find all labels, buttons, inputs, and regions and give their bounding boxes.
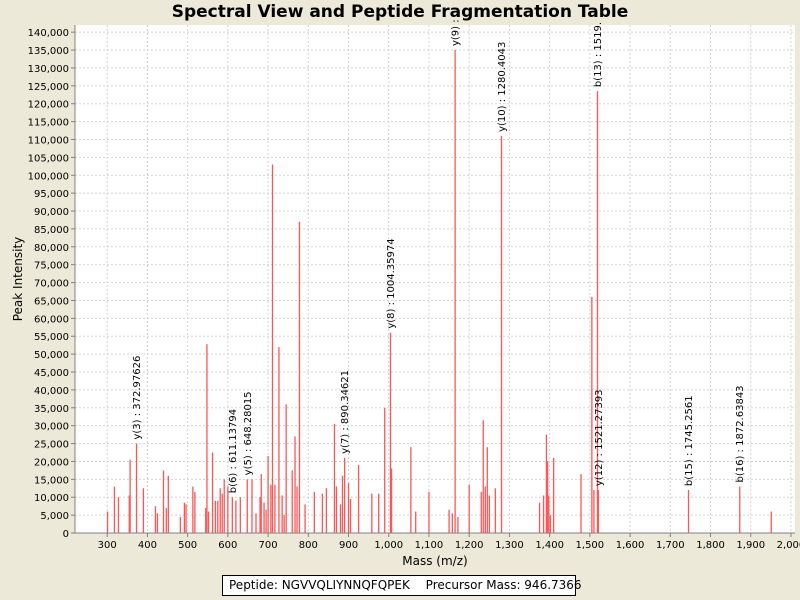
y-tick-label: 110,000 — [28, 135, 69, 146]
peak-series — [106, 50, 772, 533]
y-axis-ticks: 0 5,000 10,000 15,000 20,000 25,000 30,000 35,0… — [28, 28, 75, 540]
peak-annotation: y(5) : 648.28015 — [243, 391, 254, 475]
x-tick-label: 1,200 — [455, 540, 484, 551]
y-tick-label: 70,000 — [34, 279, 69, 290]
y-tick-label: 55,000 — [34, 332, 69, 343]
y-tick-label: 125,000 — [28, 82, 69, 93]
x-tick-label: 1,800 — [696, 540, 725, 551]
x-axis-ticks: 300 400 500 600 700 800 900 1,000 1,100 1,200 1,30… — [98, 533, 800, 551]
grid — [75, 25, 795, 534]
x-tick-label: 1,700 — [656, 540, 685, 551]
x-tick-label: 2,000 — [777, 540, 800, 551]
x-tick-label: 1,100 — [415, 540, 444, 551]
y-tick-label: 45,000 — [34, 368, 69, 379]
peak-annotation: b(15) : 1745.2561 — [684, 395, 695, 486]
y-tick-label: 30,000 — [34, 422, 69, 433]
peak-annotation: b(6) : 611.13794 — [228, 409, 239, 493]
x-tick-label: 700 — [259, 540, 278, 551]
x-tick-label: 300 — [98, 540, 117, 551]
peak-annotation: y(10) : 1280.4043 — [497, 42, 508, 132]
x-tick-label: 1,500 — [576, 540, 605, 551]
y-tick-label: 115,000 — [28, 118, 69, 129]
y-tick-label: 0 — [63, 529, 69, 540]
y-tick-label: 75,000 — [34, 261, 69, 272]
chart-title: Spectral View and Peptide Fragmentation … — [171, 2, 629, 22]
annotation-layer: y(3) : 372.97626 b(6) : 611.13794 y(5) : 6… — [132, 19, 746, 493]
peak-annotation: y(12) : 1521.27393 — [594, 389, 605, 486]
y-tick-label: 135,000 — [28, 46, 69, 57]
y-tick-label: 65,000 — [34, 296, 69, 307]
y-tick-label: 100,000 — [28, 171, 69, 182]
x-tick-label: 1,400 — [535, 540, 564, 551]
y-tick-label: 5,000 — [40, 511, 69, 522]
y-tick-label: 120,000 — [28, 100, 69, 111]
y-tick-label: 60,000 — [34, 314, 69, 325]
y-tick-label: 50,000 — [34, 350, 69, 361]
precursor-mass-label: Precursor Mass: 946.7366 — [425, 578, 582, 592]
x-tick-label: 400 — [138, 540, 157, 551]
x-tick-label: 1,300 — [495, 540, 524, 551]
y-tick-label: 10,000 — [34, 493, 69, 504]
y-tick-label: 140,000 — [28, 28, 69, 39]
y-tick-label: 15,000 — [34, 475, 69, 486]
x-tick-label: 1,900 — [736, 540, 765, 551]
y-axis-title: Peak Intensity — [11, 237, 25, 322]
y-tick-label: 25,000 — [34, 440, 69, 451]
y-tick-label: 105,000 — [28, 153, 69, 164]
peak-annotation: y(7) : 890.34621 — [340, 370, 351, 454]
peak-annotation: y(8) : 1004.35974 — [386, 238, 397, 328]
peptide-info-box: Peptide: NGVVQLIYNNQFQPEK Precursor Mass… — [222, 575, 582, 596]
y-tick-label: 40,000 — [34, 386, 69, 397]
x-tick-label: 500 — [178, 540, 197, 551]
y-tick-label: 85,000 — [34, 225, 69, 236]
x-tick-label: 600 — [218, 540, 237, 551]
peptide-label: Peptide: NGVVQLIYNNQFQPEK — [229, 578, 410, 592]
peak-annotation: b(13) : 1519. — [593, 22, 604, 87]
x-axis-title: Mass (m/z) — [402, 554, 467, 568]
y-tick-label: 80,000 — [34, 243, 69, 254]
y-tick-label: 95,000 — [34, 189, 69, 200]
x-tick-label: 1,000 — [374, 540, 403, 551]
peak-annotation: y(3) : 372.97626 — [132, 356, 143, 440]
x-tick-label: 1,600 — [616, 540, 645, 551]
plot-background — [75, 25, 795, 533]
x-tick-label: 800 — [299, 540, 318, 551]
x-tick-label: 900 — [339, 540, 358, 551]
y-tick-label: 35,000 — [34, 404, 69, 415]
peak-annotation: b(16) : 1872.63843 — [735, 385, 746, 482]
y-tick-label: 130,000 — [28, 64, 69, 75]
peak-annotation: y(9) : — [451, 19, 462, 46]
y-tick-label: 90,000 — [34, 207, 69, 218]
y-tick-label: 20,000 — [34, 457, 69, 468]
